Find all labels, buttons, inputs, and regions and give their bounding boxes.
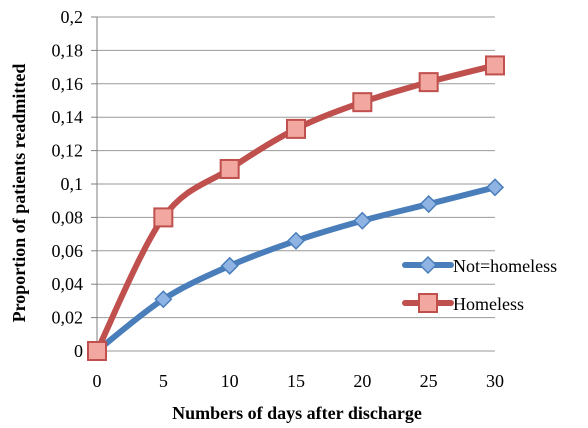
- x-tick-label: 5: [159, 371, 168, 391]
- x-tick-label: 0: [93, 371, 102, 391]
- y-tick-label: 0,14: [52, 107, 84, 127]
- y-tick-label: 0,02: [52, 308, 84, 328]
- data-point: [352, 92, 373, 113]
- legend-marker: [418, 293, 438, 313]
- y-tick-label: 0,08: [52, 207, 84, 227]
- data-point: [154, 290, 173, 309]
- data-point: [419, 194, 438, 214]
- legend-label: Homeless: [453, 294, 524, 314]
- x-tick-label: 10: [221, 371, 239, 391]
- x-tick-label: 15: [287, 371, 305, 391]
- y-tick-label: 0,16: [52, 74, 84, 94]
- legend: Not=homeless Homeless: [402, 255, 557, 314]
- data-point: [418, 72, 439, 93]
- y-tick-label: 0,18: [52, 40, 84, 60]
- data-point: [286, 118, 306, 139]
- series-markers: [87, 55, 505, 361]
- y-tick-labels: 0 0,02 0,04 0,06 0,08 0,1 0,12 0,14 0,16 0,18 0,2: [52, 7, 84, 361]
- y-tick-label: 0,2: [61, 7, 84, 27]
- gridlines: [91, 16, 495, 352]
- y-tick-label: 0,06: [52, 241, 84, 261]
- legend-marker: [418, 255, 438, 275]
- x-tick-label: 30: [486, 371, 504, 391]
- x-tick-label: 25: [420, 371, 438, 391]
- x-axis-title: Numbers of days after discharge: [172, 403, 422, 423]
- y-axis-title: Proportion of patients readmitted: [9, 64, 29, 323]
- data-point: [353, 211, 372, 230]
- data-point: [485, 178, 505, 197]
- x-tick-labels: 0 5 10 15 20 25 30: [93, 371, 505, 391]
- y-tick-label: 0: [74, 341, 83, 361]
- data-point: [153, 207, 174, 228]
- data-point: [219, 158, 240, 179]
- data-point: [220, 256, 239, 275]
- y-tick-label: 0,04: [52, 274, 84, 294]
- x-tick-label: 20: [353, 371, 371, 391]
- data-point: [286, 231, 306, 250]
- legend-label: Not=homeless: [453, 256, 557, 276]
- data-point: [485, 55, 505, 76]
- y-tick-label: 0,1: [61, 174, 84, 194]
- data-point: [87, 341, 107, 361]
- y-tick-label: 0,12: [52, 141, 84, 161]
